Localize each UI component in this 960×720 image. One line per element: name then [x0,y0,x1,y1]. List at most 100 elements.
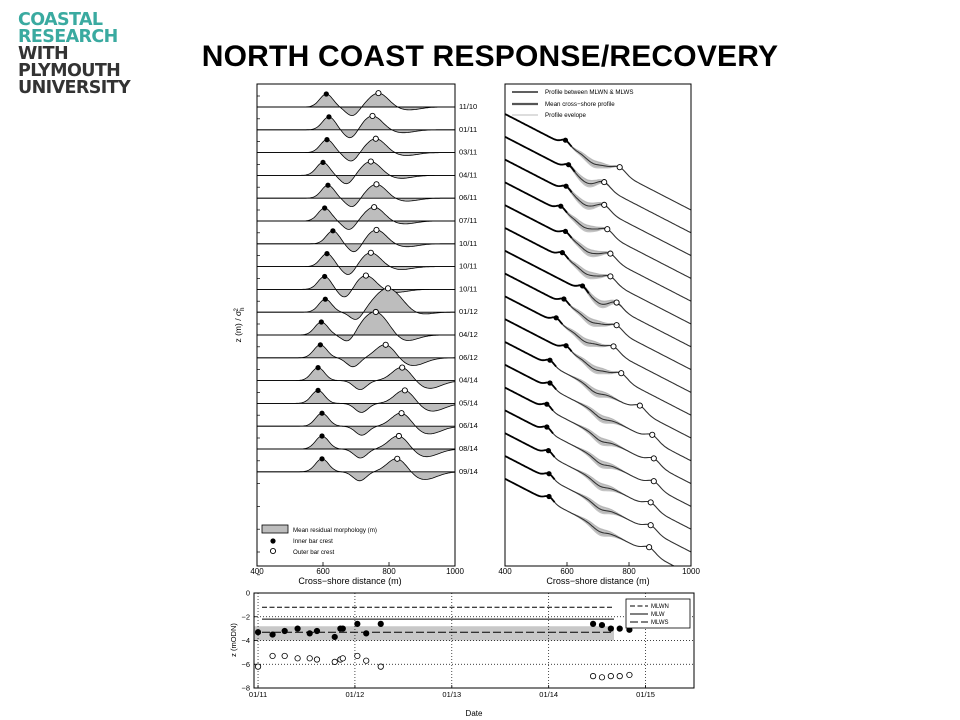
profile-date-label-16: 09/14 [459,467,478,476]
right-outer-crest-2 [601,201,608,208]
inner-crest-2 [324,137,330,143]
right-x-tick-label-800: 800 [622,567,636,576]
right-outer-crest-15 [647,522,654,529]
bottom-point-0-4 [306,630,313,637]
bottom-point-0-1 [269,631,276,638]
bottom-y-label: z (mODN) [229,623,238,657]
profile-envelope-3 [505,182,691,279]
right-outer-crest-12 [650,455,657,462]
outer-crest-5 [371,204,378,211]
outer-crest-6 [373,226,380,234]
right-outer-crest-8 [610,343,617,350]
residual-fill-0 [257,93,455,116]
outer-crest-3 [367,158,374,165]
outer-crest-2 [372,135,379,142]
outer-crest-7 [367,249,374,256]
inner-crest-15 [319,433,325,439]
profile-mlwn-mlws-9 [505,318,573,352]
inner-crest-0 [323,91,329,97]
profile-mlwn-mlws-4 [505,204,573,239]
bottom-y-tick-label--6: −6 [241,660,250,669]
inner-crest-1 [326,114,332,120]
right-x-tick-label-600: 600 [560,567,574,576]
logo-line-4: PLYMOUTH [18,61,121,81]
left-y-label-sup: 2 [234,307,240,311]
bottom-point-1-11 [377,663,384,670]
outer-crest-1 [369,112,376,120]
legend-swatch-residual [261,524,289,534]
outer-crest-12 [399,364,406,371]
profile-date-label-15: 08/14 [459,444,478,453]
bottom-point-0-0 [254,629,262,636]
inner-crest-5 [322,205,328,211]
profile-mlwn-mlws-2 [505,158,573,193]
inner-crest-11 [317,342,323,348]
svg-text:z (m) / σh2: z (m) / σh2 [233,307,246,342]
residual-fill-13 [257,390,455,413]
right-inner-crest-0 [562,137,569,143]
right-outer-crest-0 [616,164,623,171]
legend-label-residual: Mean residual morphology (m) [293,527,377,534]
right-inner-crest-15 [546,471,552,477]
left-panel-legend: Mean residual morphology (m) Inner bar c… [261,524,377,556]
right-inner-crest-9 [563,343,569,349]
bottom-panel: 0 −2 −4 −6 −801/11 01/12 01/13 01/14 01/15 MLWN … [229,589,695,718]
profile-date-label-4: 06/11 [459,193,477,202]
inner-crest-4 [325,182,331,188]
right-outer-crest-5 [607,273,614,280]
bottom-point-0-9 [354,620,361,627]
residual-fill-8 [257,275,455,297]
right-outer-crest-6 [613,299,620,306]
profile-envelope-10 [505,342,691,438]
right-panel-legend: Profile between MLWN & MLWS Mean cross−s… [512,89,633,119]
bottom-point-1-4 [306,655,313,662]
legend-label-inner: Inner bar crest [293,538,333,545]
right-outer-crest-7 [613,322,620,329]
profile-envelope-12 [505,387,691,484]
outer-crest-13 [401,387,408,394]
slide-title: NORTH COAST RESPONSE/RECOVERY [201,40,779,73]
profile-date-label-5: 07/11 [459,216,477,225]
right-outer-crest-1 [601,179,608,186]
right-inner-crest-1 [565,162,572,168]
left-x-tick-label-600: 600 [316,567,330,576]
bottom-x-tick-label-01/15: 01/15 [636,690,655,699]
right-inner-crest-3 [558,203,564,209]
legend-label-mlw: MLW [651,612,665,618]
residual-line-7 [257,252,455,275]
residual-line-2 [257,138,455,162]
bottom-y-tick-label--4: −4 [241,636,250,645]
legend-label-mlws: MLWS [651,620,669,626]
legend-label-mlwn: MLWN [651,604,669,610]
profile-envelope-15 [505,456,691,552]
inner-crest-8 [322,273,328,280]
left-panel: Mean residual morphology (m) Inner bar c… [233,83,464,586]
bottom-point-3-4 [626,671,633,679]
profile-date-label-13: 05/14 [459,398,478,407]
profile-mlwn-mlws-16 [505,477,556,503]
legend-marker-outer [269,547,277,555]
bottom-point-1-8 [339,655,346,662]
profile-mlwn-mlws-13 [505,409,554,434]
residual-line-3 [257,161,455,185]
bottom-point-3-2 [607,673,614,680]
inner-crest-9 [322,296,328,302]
inner-crest-12 [315,365,321,371]
bottom-point-0-10 [363,630,370,637]
profile-mlwn-mlws-11 [505,363,557,390]
right-inner-crest-7 [561,296,567,302]
bottom-y-tick-label-0: 0 [246,589,250,598]
residual-fill-9 [257,288,455,320]
profile-mlwn-mlws-1 [505,135,576,173]
profile-date-label-14: 06/14 [459,421,478,430]
legend-marker-inner [270,538,276,544]
logo-line-5: UNIVERSITY [18,78,131,98]
profile-mlwn-mlws-14 [505,432,556,458]
residual-fill-4 [257,184,455,207]
bottom-x-tick-label-01/13: 01/13 [442,690,461,699]
residual-line-5 [257,206,455,230]
bottom-point-0-2 [281,627,288,635]
inner-crest-3 [320,159,326,166]
residual-line-1 [257,115,455,139]
outer-crest-15 [395,432,402,440]
